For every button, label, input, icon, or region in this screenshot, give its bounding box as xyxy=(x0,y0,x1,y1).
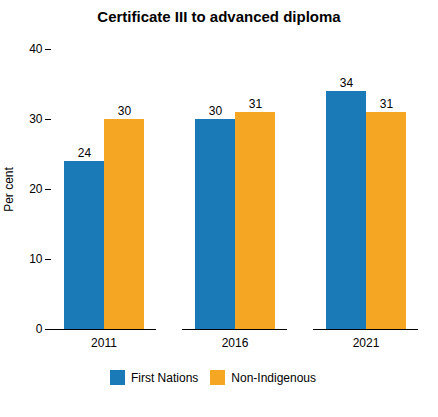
svg-text:10: 10 xyxy=(29,252,43,266)
svg-text:24: 24 xyxy=(78,146,92,160)
svg-text:0: 0 xyxy=(36,322,43,336)
svg-text:20: 20 xyxy=(29,182,43,196)
svg-text:2016: 2016 xyxy=(222,336,249,350)
svg-text:30: 30 xyxy=(29,112,43,126)
svg-text:34: 34 xyxy=(340,76,354,90)
html-text:Certificate III to advanced di: Certificate III to advanced diploma xyxy=(97,8,341,25)
svg-text:30: 30 xyxy=(118,104,132,118)
svg-text:40: 40 xyxy=(29,42,43,56)
html-text:Non-Indigenous: Non-Indigenous xyxy=(231,370,316,385)
svg-text:Per cent: Per cent xyxy=(2,166,16,211)
svg-text:31: 31 xyxy=(249,97,263,111)
svg-text:2021: 2021 xyxy=(353,336,380,350)
svg-text:30: 30 xyxy=(209,104,223,118)
svg-text:31: 31 xyxy=(380,97,394,111)
svg-text:2011: 2011 xyxy=(91,336,117,350)
html-text:First Nations: First Nations xyxy=(131,370,199,385)
